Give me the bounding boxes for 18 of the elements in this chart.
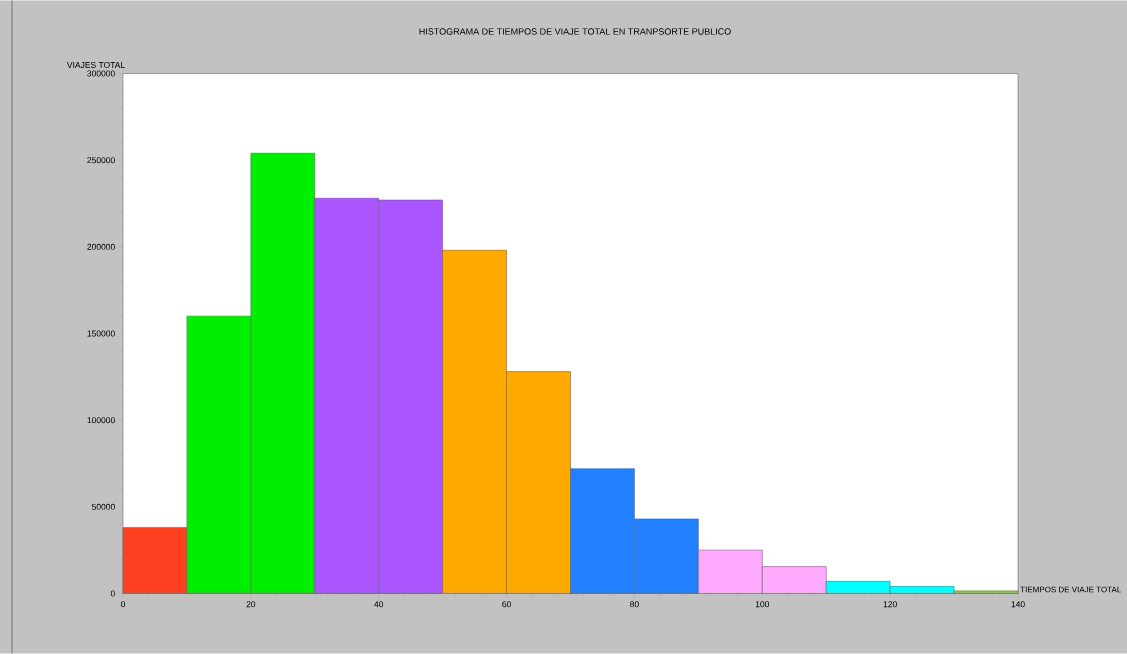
y-tick-label: 50000 — [91, 503, 115, 510]
y-tick-label: 300000 — [87, 70, 115, 77]
x-tick-label: 20 — [246, 601, 256, 608]
x-tick-label: 80 — [630, 601, 639, 608]
x-tick-label: 100 — [755, 601, 770, 608]
x-tick-label: 120 — [883, 601, 897, 608]
x-tick-label: 0 — [120, 601, 126, 608]
chart-title: HISTOGRAMA DE TIEMPOS DE VIAJE TOTAL EN TRANPSORTE PUBLICO — [419, 28, 731, 35]
x-tick-label: 60 — [502, 601, 511, 608]
x-tick-label: 140 — [1011, 601, 1025, 608]
y-tick-label: 250000 — [87, 157, 115, 164]
y-tick-label: 200000 — [87, 243, 115, 250]
x-tick-label: 40 — [374, 601, 384, 608]
x-axis-title: TIEMPOS DE VIAJE TOTAL — [1020, 586, 1122, 593]
y-tick-label: 100000 — [87, 417, 115, 424]
y-axis-title: VIAJES TOTAL — [66, 61, 125, 68]
y-tick-label: 150000 — [87, 330, 115, 337]
y-tick-label: 0 — [110, 590, 115, 597]
